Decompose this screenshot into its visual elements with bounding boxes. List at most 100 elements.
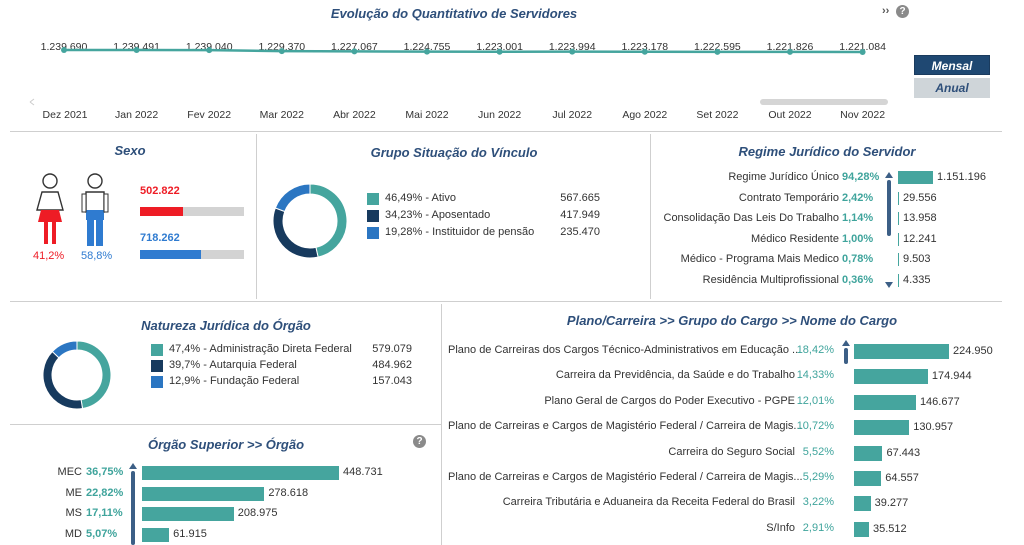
plano-row-pct: 10,72% <box>796 420 834 433</box>
plano-row-pct: 5,52% <box>802 445 834 458</box>
plano-bar <box>854 471 882 486</box>
divider <box>650 134 651 299</box>
regime-row-name: Contrato Temporário <box>738 191 839 204</box>
regime-row-name: Consolidação Das Leis Do Trabalho <box>663 212 840 225</box>
plano-row-value: 35.512 <box>872 522 907 535</box>
evolucao-data-label: 1.222.595 <box>694 41 741 53</box>
orgao-row-pct: 17,11% <box>86 507 123 519</box>
evolucao-line-chart: 1.239.6901.239.4911.239.0401.229.3701.22… <box>29 41 888 121</box>
orgao-row-value: 61.915 <box>173 527 207 540</box>
legend-label: 34,23% - Aposentado <box>385 209 491 221</box>
scroll-up-icon[interactable] <box>885 172 893 178</box>
evolucao-month-label: Mar 2022 <box>260 109 305 121</box>
regime-row-value: 12.241 <box>903 232 937 245</box>
vinculo-donut-chart <box>272 183 348 259</box>
plano-bar <box>854 394 916 410</box>
scroll-down-icon[interactable] <box>885 282 893 288</box>
vinculo-donut-slice-0 <box>309 183 348 258</box>
plano-row-value: 174.944 <box>931 370 972 383</box>
orgao-row-pct: 22,82% <box>86 486 124 499</box>
regime-row-pct: 0,78% <box>842 253 874 266</box>
evolucao-month-label: Jan 2022 <box>115 109 158 121</box>
legend-value: 157.043 <box>372 375 412 387</box>
evolucao-point <box>641 48 648 55</box>
evolucao-point <box>787 48 793 55</box>
plano-row-value: 39.277 <box>874 497 909 510</box>
anual-button[interactable]: Anual <box>914 78 990 98</box>
orgao-row-value: 208.975 <box>237 507 278 519</box>
legend-value: 567.665 <box>560 192 600 204</box>
evolucao-point <box>278 48 285 55</box>
evolucao-series-line <box>63 48 863 54</box>
male-bar-fill <box>140 250 202 259</box>
regime-bar <box>898 232 899 246</box>
plano-row-name: S/Info <box>766 521 795 534</box>
divider <box>256 134 257 299</box>
female-value: 502.822 <box>140 185 180 197</box>
divider <box>10 131 1002 132</box>
regime-row-name: Regime Jurídico Único <box>728 171 839 183</box>
legend-swatch <box>367 193 379 205</box>
natureza-donut-chart <box>42 340 112 410</box>
orgao-row-value: 278.618 <box>268 486 309 499</box>
plano-bar <box>854 420 910 436</box>
evolucao-month-label: Abr 2022 <box>333 109 376 121</box>
plano-row-pct: 18,42% <box>796 344 834 356</box>
help-icon[interactable]: ? <box>896 5 909 18</box>
regime-row-value: 4.335 <box>903 274 931 286</box>
evolucao-month-label: Jul 2022 <box>552 109 592 121</box>
evolucao-data-label: 1.221.084 <box>839 41 886 53</box>
regime-row-name: Médico Residente <box>750 232 839 245</box>
orgao-row-name: ME <box>65 486 83 499</box>
regime-bar <box>898 274 899 287</box>
legend-swatch <box>151 344 163 356</box>
plano-row-pct: 12,01% <box>796 394 834 407</box>
vinculo-title: Grupo Situação do Vínculo <box>370 145 538 160</box>
legend-swatch <box>151 376 163 388</box>
plano-bar <box>854 521 869 537</box>
evolucao-point <box>206 47 213 54</box>
legend-label: 19,28% - Instituidor de pensão <box>385 226 535 238</box>
evolucao-point <box>569 48 576 55</box>
timeline-scrollbar <box>760 99 888 105</box>
plano-bar <box>854 496 871 512</box>
orgao-bar <box>142 486 265 501</box>
plano-scrollbar[interactable] <box>844 348 848 364</box>
legend-swatch <box>151 360 163 372</box>
evolucao-point <box>133 47 140 54</box>
vinculo-donut-slice-2 <box>274 183 311 213</box>
plano-bar <box>854 445 883 461</box>
evolucao-point <box>424 48 430 55</box>
plano-row-value: 67.443 <box>886 446 921 459</box>
plano-row-name: Plano Geral de Cargos do Poder Executivo… <box>544 394 795 407</box>
orgao-bar <box>142 466 339 480</box>
plano-row-name: Plano de Carreiras e Cargos de Magistéri… <box>448 420 803 433</box>
plano-row-pct: 2,91% <box>802 521 834 534</box>
orgao-scrollbar[interactable] <box>131 471 135 545</box>
regime-bar <box>898 253 899 267</box>
double-chevron-right-icon[interactable]: ›› <box>882 5 890 17</box>
evolucao-data-label: 1.221.826 <box>767 41 814 53</box>
plano-row-value: 64.557 <box>885 472 919 484</box>
evolucao-title: Evolução do Quantitativo de Servidores <box>330 6 578 21</box>
regime-scrollbar[interactable] <box>887 180 891 236</box>
regime-bar <box>898 191 899 205</box>
plano-row-name: Carreira do Seguro Social <box>668 445 795 458</box>
scroll-up-icon[interactable] <box>129 463 137 469</box>
evolucao-data-label: 1.223.001 <box>476 41 523 53</box>
mensal-button[interactable]: Mensal <box>914 55 990 75</box>
natureza-donut-slice-0 <box>76 340 112 410</box>
scroll-up-icon[interactable] <box>842 340 850 346</box>
plano-row-value: 130.957 <box>913 421 954 434</box>
evolucao-point <box>351 48 358 55</box>
female-pct: 41,2% <box>33 250 65 262</box>
regime-title: Regime Jurídico do Servidor <box>738 144 916 159</box>
evolucao-month-label: Ago 2022 <box>622 109 667 121</box>
orgao-row-name: MD <box>64 527 82 540</box>
legend-label: 39,7% - Autarquia Federal <box>169 359 297 371</box>
help-icon[interactable]: ? <box>413 435 426 448</box>
orgao-row-name: MS <box>65 507 83 519</box>
plano-bar <box>854 369 928 385</box>
orgao-bar <box>142 507 234 521</box>
regime-row-pct: 1,14% <box>842 212 874 225</box>
